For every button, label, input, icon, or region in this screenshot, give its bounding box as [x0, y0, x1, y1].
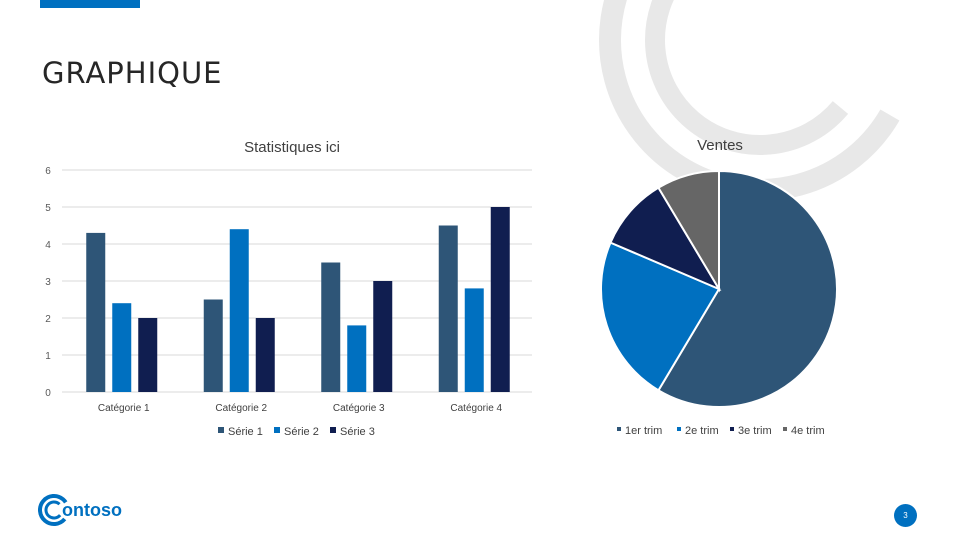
pie-chart-legend: 1er trim 2e trim 3e trim 4e trim [617, 425, 825, 437]
legend-swatch [218, 427, 224, 433]
bar-chart-bars [86, 207, 510, 392]
legend-label: Série 2 [284, 426, 319, 438]
bar [438, 225, 458, 392]
pie-chart: Ventes 1er trim 2e trim 3e trim 4e trim [600, 137, 838, 437]
pie-slice [600, 241, 721, 392]
legend-label: 3e trim [738, 425, 772, 437]
legend-swatch [617, 427, 621, 431]
bar-chart-gridlines [62, 169, 532, 393]
legend-label: 2e trim [685, 425, 719, 437]
x-tick-label: Catégorie 4 [450, 403, 502, 414]
bar-chart-title: Statistiques ici [244, 139, 340, 156]
y-tick-label: 0 [45, 388, 51, 399]
pie-slice [657, 169, 838, 408]
slide-title: GRAPHIQUE [42, 56, 223, 90]
bar [490, 207, 510, 392]
x-tick-label: Catégorie 2 [215, 403, 267, 414]
bar [112, 303, 132, 392]
x-tick-label: Catégorie 1 [98, 403, 150, 414]
bar-chart-axis-labels: 0 1 2 3 4 5 6 Catégorie 1 Catégorie 2 Catégorie 3… [45, 166, 502, 414]
bar [321, 262, 341, 392]
x-tick-label: Catégorie 3 [333, 403, 385, 414]
logo-wordmark: ontoso [62, 500, 122, 520]
pie-chart-slices [600, 169, 838, 408]
bar [255, 318, 275, 392]
bar [373, 281, 393, 392]
bar [86, 232, 106, 392]
legend-label: Série 3 [340, 426, 375, 438]
legend-label: 1er trim [625, 425, 662, 437]
bar [138, 318, 158, 392]
legend-swatch [677, 427, 681, 431]
y-tick-label: 4 [45, 240, 51, 251]
contoso-logo: ontoso [38, 494, 122, 526]
pie-slice [609, 186, 722, 292]
bar-chart-legend: Série 1 Série 2 Série 3 [218, 426, 375, 438]
bar [229, 229, 249, 392]
legend-label: 4e trim [791, 425, 825, 437]
bar [203, 299, 223, 392]
legend-swatch [330, 427, 336, 433]
legend-label: Série 1 [228, 426, 263, 438]
y-tick-label: 5 [45, 203, 51, 214]
y-tick-label: 3 [45, 277, 51, 288]
legend-swatch [730, 427, 734, 431]
pie-chart-title: Ventes [697, 137, 743, 154]
page-number: 3 [894, 504, 917, 527]
pie-slice [657, 169, 720, 293]
legend-swatch [274, 427, 280, 433]
y-tick-label: 6 [45, 166, 51, 177]
bar [347, 325, 367, 392]
bar [464, 288, 484, 392]
accent-bar [40, 0, 140, 8]
y-tick-label: 1 [45, 351, 51, 362]
y-tick-label: 2 [45, 314, 51, 325]
decorative-logo-arcs [599, 0, 921, 201]
bar-chart: Statistiques ici 0 1 2 3 4 5 6 Catégorie 1 Catég… [45, 139, 532, 438]
legend-swatch [783, 427, 787, 431]
